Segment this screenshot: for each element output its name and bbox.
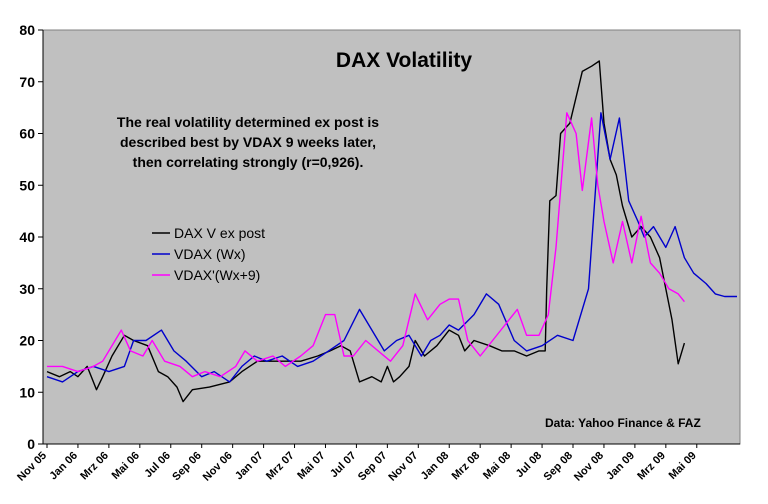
x-tick-label: Jan 07 (233, 450, 266, 483)
y-tick-label: 60 (19, 126, 35, 142)
x-tick-label: Mrz 06 (78, 450, 111, 483)
x-tick-label: Mai 07 (295, 450, 327, 482)
y-tick-label: 80 (19, 22, 35, 38)
x-tick-label: Mai 06 (110, 450, 142, 482)
y-tick-label: 10 (19, 384, 35, 400)
legend-label-1: VDAX (Wx) (174, 246, 246, 262)
y-tick-label: 50 (19, 177, 35, 193)
x-tick-label: Sep 06 (170, 450, 204, 484)
x-tick-label: Jan 09 (604, 450, 637, 483)
series-layer (46, 60, 737, 403)
x-tick-label: Sep 08 (542, 450, 576, 484)
annotation-line: then correlating strongly (r=0,926). (133, 154, 364, 170)
x-tick-label: Sep 07 (356, 450, 390, 484)
x-tick-label: Jul 08 (514, 450, 545, 481)
source-note: Data: Yahoo Finance & FAZ (545, 416, 701, 430)
x-tick-label: Jul 06 (142, 450, 173, 481)
annotation-text: The real volatility determined ex post i… (117, 114, 379, 170)
x-tick-label: Jan 06 (47, 450, 80, 483)
x-tick-label: Mai 09 (667, 450, 699, 482)
annotation-line: The real volatility determined ex post i… (117, 114, 379, 130)
y-tick-label: 70 (19, 74, 35, 90)
y-tick-label: 0 (27, 436, 35, 452)
x-tick-label: Mrz 08 (450, 450, 483, 483)
chart-title: DAX Volatility (336, 49, 472, 72)
x-tick-label: Jan 08 (419, 450, 452, 483)
y-tick-label: 20 (19, 333, 35, 349)
legend-label-0: DAX V ex post (174, 225, 265, 241)
legend: DAX V ex post VDAX (Wx) VDAX'(Wx+9) (152, 225, 265, 283)
series-line-1 (46, 112, 737, 383)
y-tick-label: 40 (19, 229, 35, 245)
series-line-2 (47, 112, 685, 378)
y-axis: 0 10 20 30 40 50 60 70 80 (19, 22, 44, 452)
y-tick-label: 30 (19, 281, 35, 297)
x-tick-label: Nov 07 (386, 450, 420, 484)
legend-label-2: VDAX'(Wx+9) (174, 267, 260, 283)
x-tick-label: Nov 05 (15, 450, 49, 484)
plot-area (42, 29, 741, 445)
x-tick-label: Nov 08 (572, 450, 606, 484)
x-tick-label: Jul 07 (328, 450, 359, 481)
x-tick-label: Mrz 09 (635, 450, 668, 483)
x-tick-label: Mrz 07 (264, 450, 297, 483)
x-tick-label: Mai 08 (481, 450, 513, 482)
annotation-line: described best by VDAX 9 weeks later, (120, 134, 376, 150)
x-tick-label: Nov 06 (201, 450, 235, 484)
series-line-0 (46, 60, 686, 403)
